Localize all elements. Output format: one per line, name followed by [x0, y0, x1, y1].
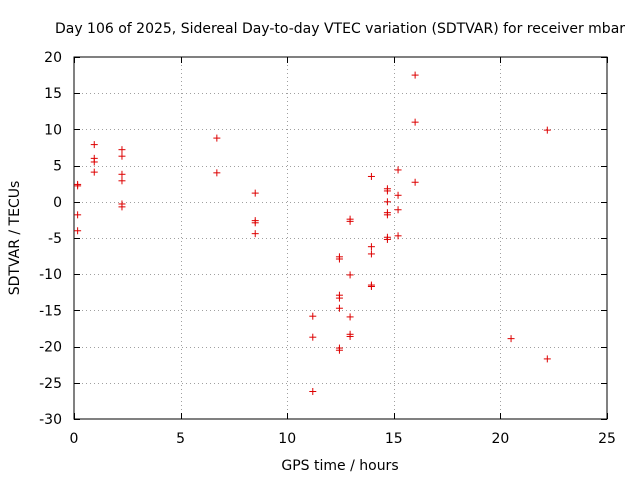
y-tick-label: -5	[48, 231, 62, 247]
data-point	[394, 232, 402, 240]
data-point	[90, 158, 98, 166]
x-tick-label: 15	[385, 431, 403, 447]
data-point	[118, 152, 126, 160]
data-point	[507, 335, 515, 343]
data-point	[335, 255, 343, 263]
data-point	[394, 206, 402, 214]
data-point	[543, 355, 551, 363]
data-point	[309, 387, 317, 395]
data-point	[118, 146, 126, 154]
data-point	[543, 126, 551, 134]
x-tick-label: 5	[176, 431, 185, 447]
chart-title: Day 106 of 2025, Sidereal Day-to-day VTE…	[55, 21, 625, 37]
y-axis-label: SDTVAR / TECUs	[7, 181, 23, 296]
data-point	[335, 304, 343, 312]
y-tick-label: -10	[39, 267, 62, 283]
data-point	[346, 271, 354, 279]
y-tick-label: -15	[39, 303, 62, 319]
y-tick-label: 0	[53, 195, 62, 211]
data-point	[346, 313, 354, 321]
y-tick-label: -25	[39, 376, 62, 392]
data-point	[383, 235, 391, 243]
data-point	[118, 203, 126, 211]
data-point	[309, 333, 317, 341]
data-point	[213, 134, 221, 142]
data-point	[346, 217, 354, 225]
data-point	[251, 189, 259, 197]
y-tick-label: 10	[44, 122, 62, 138]
x-tick-labels: 0 5 10 15 20 25	[70, 431, 616, 447]
x-tick-label: 0	[70, 431, 79, 447]
data-point	[383, 187, 391, 195]
data-point	[394, 191, 402, 199]
y-tick-label: 5	[53, 159, 62, 175]
data-point	[383, 198, 391, 206]
data-point	[90, 141, 98, 149]
data-point	[367, 172, 375, 180]
data-point	[90, 168, 98, 176]
data-point	[367, 243, 375, 251]
data-point	[118, 170, 126, 178]
grid-lines	[74, 57, 607, 419]
data-point	[74, 211, 82, 219]
x-axis-label: GPS time / hours	[281, 458, 398, 474]
data-point	[411, 118, 419, 126]
data-points	[74, 71, 551, 395]
data-point	[394, 166, 402, 174]
data-point	[335, 294, 343, 302]
x-tick-label: 20	[491, 431, 509, 447]
data-point	[74, 227, 82, 235]
y-tick-label: -30	[39, 412, 62, 428]
y-tick-labels: -30 -25 -20 -15 -10 -5 0 5 10 15 20	[39, 50, 62, 428]
y-tick-label: 20	[44, 50, 62, 66]
data-point	[367, 250, 375, 258]
y-tick-label: 15	[44, 86, 62, 102]
data-point	[346, 332, 354, 340]
data-point	[251, 230, 259, 238]
y-tick-label: -20	[39, 340, 62, 356]
data-point	[383, 211, 391, 219]
data-point	[213, 169, 221, 177]
data-point	[367, 283, 375, 291]
data-point	[411, 71, 419, 79]
data-point	[251, 219, 259, 227]
data-point	[411, 178, 419, 186]
data-point	[74, 182, 82, 190]
x-tick-label: 25	[598, 431, 616, 447]
axis-ticks	[74, 57, 608, 420]
data-point	[335, 346, 343, 354]
data-point	[309, 312, 317, 320]
x-tick-label: 10	[278, 431, 296, 447]
data-point	[118, 177, 126, 185]
